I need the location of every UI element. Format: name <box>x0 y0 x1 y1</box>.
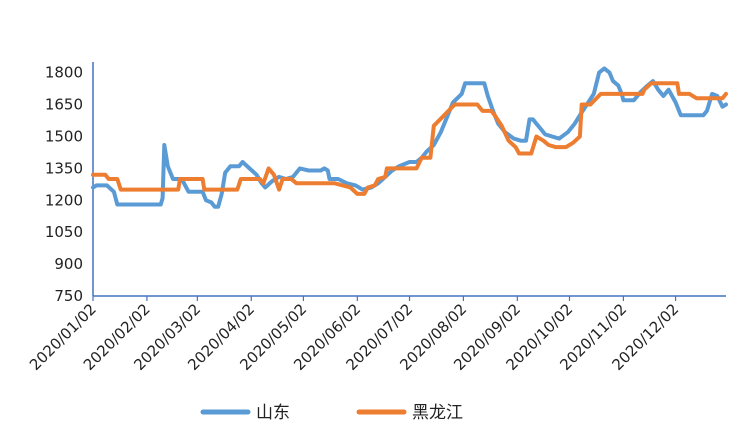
legend-label-1: 山东 <box>256 403 290 423</box>
y-tick-label: 1650 <box>45 96 83 114</box>
series-lines <box>91 66 728 209</box>
legend: 山东 黑龙江 <box>200 403 463 423</box>
y-tick-label: 1500 <box>45 127 83 145</box>
y-tick-label: 750 <box>54 287 83 305</box>
y-tick-label: 900 <box>54 255 83 273</box>
legend-label-2: 黑龙江 <box>412 403 463 423</box>
y-tick-labels: 750 900 1050 1200 1350 1500 1650 1800 <box>45 64 83 305</box>
y-tick-label: 1200 <box>45 191 83 209</box>
y-tick-label: 1350 <box>45 159 83 177</box>
series-line-1 <box>91 66 728 209</box>
y-tick-label: 1800 <box>45 64 83 82</box>
series-line-2 <box>91 81 728 196</box>
x-tick-labels: 2020/01/022020/02/022020/03/022020/04/02… <box>26 296 682 374</box>
y-tick-label: 1050 <box>45 223 83 241</box>
